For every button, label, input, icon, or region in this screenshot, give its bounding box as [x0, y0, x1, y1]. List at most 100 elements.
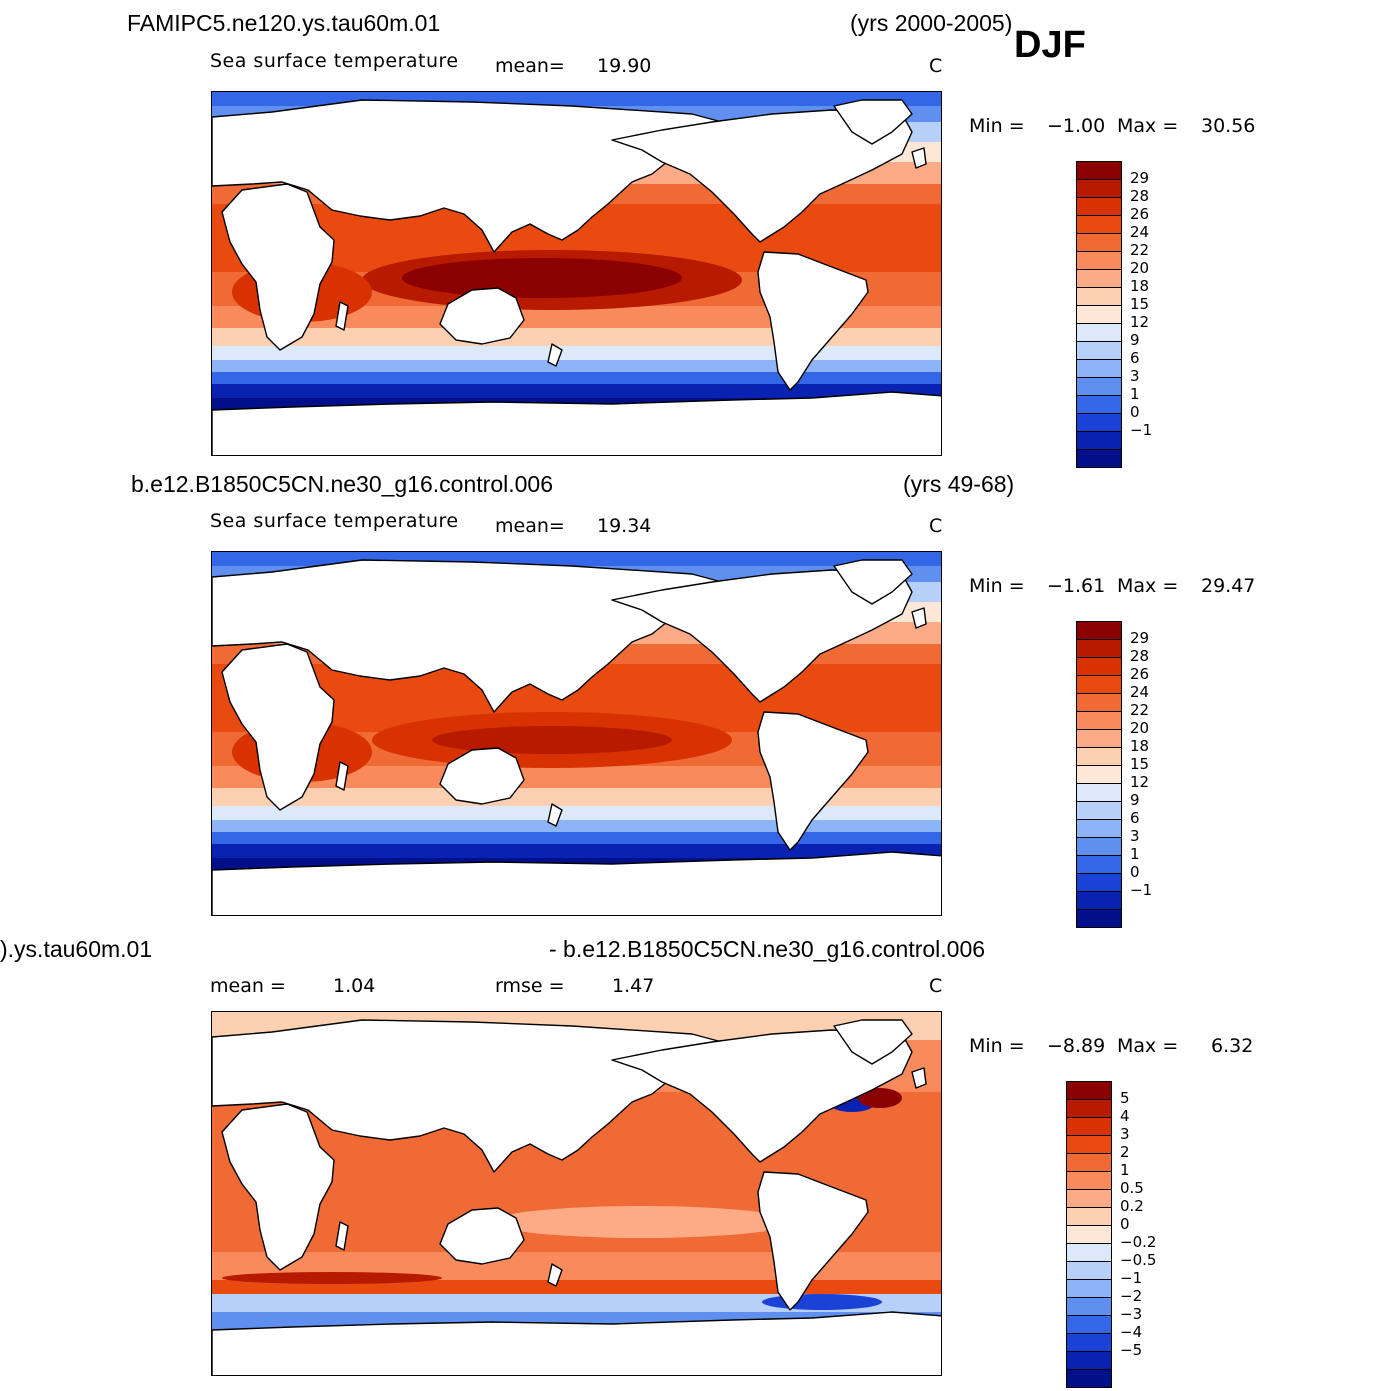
colorbar-swatch	[1077, 802, 1121, 820]
sst-band	[212, 306, 941, 328]
panel3-max-label: Max =	[1117, 1035, 1179, 1057]
panel3-rmse-value: 1.47	[612, 975, 655, 997]
uk-landmass	[911, 1067, 927, 1089]
colorbar-swatch	[1067, 1118, 1111, 1136]
warm-pool-core	[432, 726, 672, 754]
colorbar-tick-label: −5	[1120, 1341, 1143, 1359]
colorbar-swatch	[1067, 1082, 1111, 1100]
south-america-landmass	[757, 1171, 869, 1311]
colorbar-swatch	[1067, 1298, 1111, 1316]
colorbar-tick-label: 20	[1130, 719, 1150, 737]
sst-band	[212, 328, 941, 346]
new-zealand-landmass	[547, 343, 563, 367]
colorbar-swatch	[1067, 1244, 1111, 1262]
north-america-landmass	[611, 1029, 913, 1163]
panel2-max-value: 29.47	[1201, 575, 1256, 597]
sst-band	[212, 820, 941, 832]
colorbar-tick-label: 0	[1120, 1215, 1130, 1233]
colorbar-tick-label: 0	[1130, 403, 1140, 421]
panel2-units: C	[929, 515, 943, 537]
colorbar-swatch	[1077, 252, 1121, 270]
colorbar-tick-label: 12	[1130, 773, 1150, 791]
colorbar-tick-label: 1	[1130, 845, 1140, 863]
panel1-case-title: FAMIPC5.ne120.ys.tau60m.01	[127, 10, 441, 36]
colorbar-tick-label: 3	[1130, 827, 1140, 845]
colorbar-swatch	[1077, 342, 1121, 360]
colorbar-swatch	[1077, 892, 1121, 910]
colorbar-swatch	[1077, 360, 1121, 378]
colorbar-swatch	[1077, 414, 1121, 432]
panel3-diff-field	[212, 1012, 941, 1375]
sst-band	[212, 832, 941, 844]
uk-landmass	[911, 147, 927, 169]
sst-band	[212, 766, 941, 788]
africa-landmass	[221, 1103, 335, 1271]
colorbar-tick-label: 29	[1130, 169, 1150, 187]
colorbar-tick-label: 3	[1130, 367, 1140, 385]
australia-landmass	[439, 747, 525, 805]
panel2-mean-value: 19.34	[597, 515, 652, 537]
colorbar-swatch	[1077, 874, 1121, 892]
colorbar-swatch	[1077, 820, 1121, 838]
colorbar-tick-label: 9	[1130, 331, 1140, 349]
colorbar-swatch	[1077, 694, 1121, 712]
colorbar-swatch	[1077, 288, 1121, 306]
colorbar-tick-label: −1	[1130, 881, 1153, 899]
madagascar-landmass	[335, 1221, 349, 1251]
gulf-stream-warm	[858, 1088, 902, 1108]
colorbar-swatch	[1077, 838, 1121, 856]
panel1-max-value: 30.56	[1201, 115, 1256, 137]
colorbar-tick-label: 28	[1130, 187, 1150, 205]
sst-band	[212, 346, 941, 360]
colorbar-swatch	[1077, 676, 1121, 694]
colorbar-swatches	[1076, 621, 1122, 928]
colorbar-tick-label: −1	[1130, 421, 1153, 439]
colorbar-tick-label: −0.2	[1120, 1233, 1157, 1251]
colorbar-tick-label: 0	[1130, 863, 1140, 881]
season-label: DJF	[1014, 24, 1086, 66]
sst-band	[212, 788, 941, 806]
colorbar-tick-label: 5	[1120, 1089, 1130, 1107]
panel2-case-title: b.e12.B1850C5CN.ne30_g16.control.006	[131, 471, 553, 497]
colorbar-tick-label: −2	[1120, 1287, 1143, 1305]
colorbar-swatch	[1077, 622, 1121, 640]
colorbar-swatches	[1076, 161, 1122, 468]
sst-band	[212, 552, 941, 566]
eq-pacific-anomaly	[492, 1206, 792, 1238]
colorbar-tick-label: 12	[1130, 313, 1150, 331]
colorbar-tick-label: −0.5	[1120, 1251, 1157, 1269]
colorbar-tick-label: 0.5	[1120, 1179, 1144, 1197]
colorbar-swatch	[1067, 1370, 1111, 1387]
south-america-landmass	[757, 251, 869, 391]
colorbar-swatch	[1067, 1208, 1111, 1226]
colorbar-tick-label: 18	[1130, 737, 1150, 755]
colorbar-tick-label: 0.2	[1120, 1197, 1144, 1215]
colorbar-tick-label: 18	[1130, 277, 1150, 295]
colorbar-swatch	[1077, 748, 1121, 766]
colorbar-tick-label: 24	[1130, 223, 1150, 241]
panel3-mean-label: mean =	[210, 975, 286, 997]
new-zealand-landmass	[547, 1263, 563, 1287]
colorbar-swatch	[1077, 640, 1121, 658]
colorbar-swatch	[1077, 378, 1121, 396]
panel1-map	[211, 91, 942, 456]
panel2-mean-label: mean=	[495, 515, 565, 537]
greenland-landmass	[833, 1019, 913, 1065]
colorbar-tick-label: 2	[1120, 1143, 1130, 1161]
colorbar-tick-label: 15	[1130, 295, 1150, 313]
southern-warm-streak	[222, 1272, 442, 1284]
panel3-min-value: −8.89	[1047, 1035, 1106, 1057]
greenland-landmass	[833, 99, 913, 145]
colorbar-swatch	[1077, 766, 1121, 784]
uk-landmass	[911, 607, 927, 629]
panel1-min-label: Min =	[969, 115, 1025, 137]
colorbar-swatch	[1067, 1190, 1111, 1208]
north-america-landmass	[611, 109, 913, 243]
colorbar-swatch	[1077, 432, 1121, 450]
colorbar-swatch	[1067, 1154, 1111, 1172]
colorbar-swatch	[1077, 658, 1121, 676]
colorbar-swatch	[1067, 1334, 1111, 1352]
colorbar-tick-label: 6	[1130, 349, 1140, 367]
panel3-map	[211, 1011, 942, 1376]
colorbar-swatch	[1077, 270, 1121, 288]
